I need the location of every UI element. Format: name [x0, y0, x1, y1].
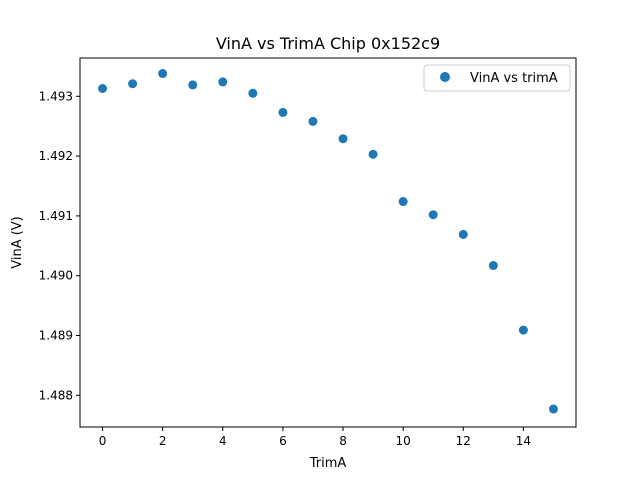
legend: VinA vs trimA: [423, 64, 571, 92]
data-point: [518, 325, 528, 335]
x-tick-label: 8: [339, 434, 347, 448]
y-axis-label: VinA (V): [10, 216, 25, 269]
x-axis-label: TrimA: [309, 456, 347, 471]
y-tick-label: 1.489: [39, 328, 73, 342]
data-point: [248, 88, 258, 98]
data-point: [338, 134, 348, 144]
x-tick-label: 2: [159, 434, 167, 448]
plot-frame: [79, 57, 577, 428]
data-point: [458, 229, 468, 239]
data-point: [218, 77, 228, 87]
legend-label: VinA vs trimA: [470, 71, 558, 86]
data-point: [488, 261, 498, 271]
data-point: [158, 69, 168, 79]
legend-marker: [440, 72, 450, 82]
x-tick-label: 4: [219, 434, 227, 448]
scatter-series: [98, 69, 558, 414]
y-tick-label: 1.491: [39, 209, 73, 223]
x-tick-label: 14: [516, 434, 531, 448]
y-tick-label: 1.493: [39, 89, 73, 103]
data-point: [548, 404, 558, 414]
x-tick-label: 12: [456, 434, 471, 448]
y-tick-label: 1.488: [39, 388, 73, 402]
data-point: [278, 107, 288, 117]
data-point: [308, 116, 318, 126]
x-tick-label: 6: [279, 434, 287, 448]
x-axis: 0 2 4 6 8 10 12 14: [99, 427, 531, 448]
x-tick-label: 10: [396, 434, 411, 448]
data-point: [398, 197, 408, 207]
data-point: [428, 210, 438, 220]
x-tick-label: 0: [99, 434, 107, 448]
data-point: [128, 79, 138, 89]
data-point: [98, 84, 108, 94]
y-tick-label: 1.490: [39, 269, 73, 283]
chart-title: VinA vs TrimA Chip 0x152c9: [216, 34, 440, 53]
data-point: [368, 149, 378, 159]
data-point: [188, 80, 198, 90]
legend-box: [423, 64, 571, 92]
y-tick-label: 1.492: [39, 149, 73, 163]
y-axis: 1.488 1.489 1.490 1.491 1.492 1.493: [39, 89, 80, 402]
